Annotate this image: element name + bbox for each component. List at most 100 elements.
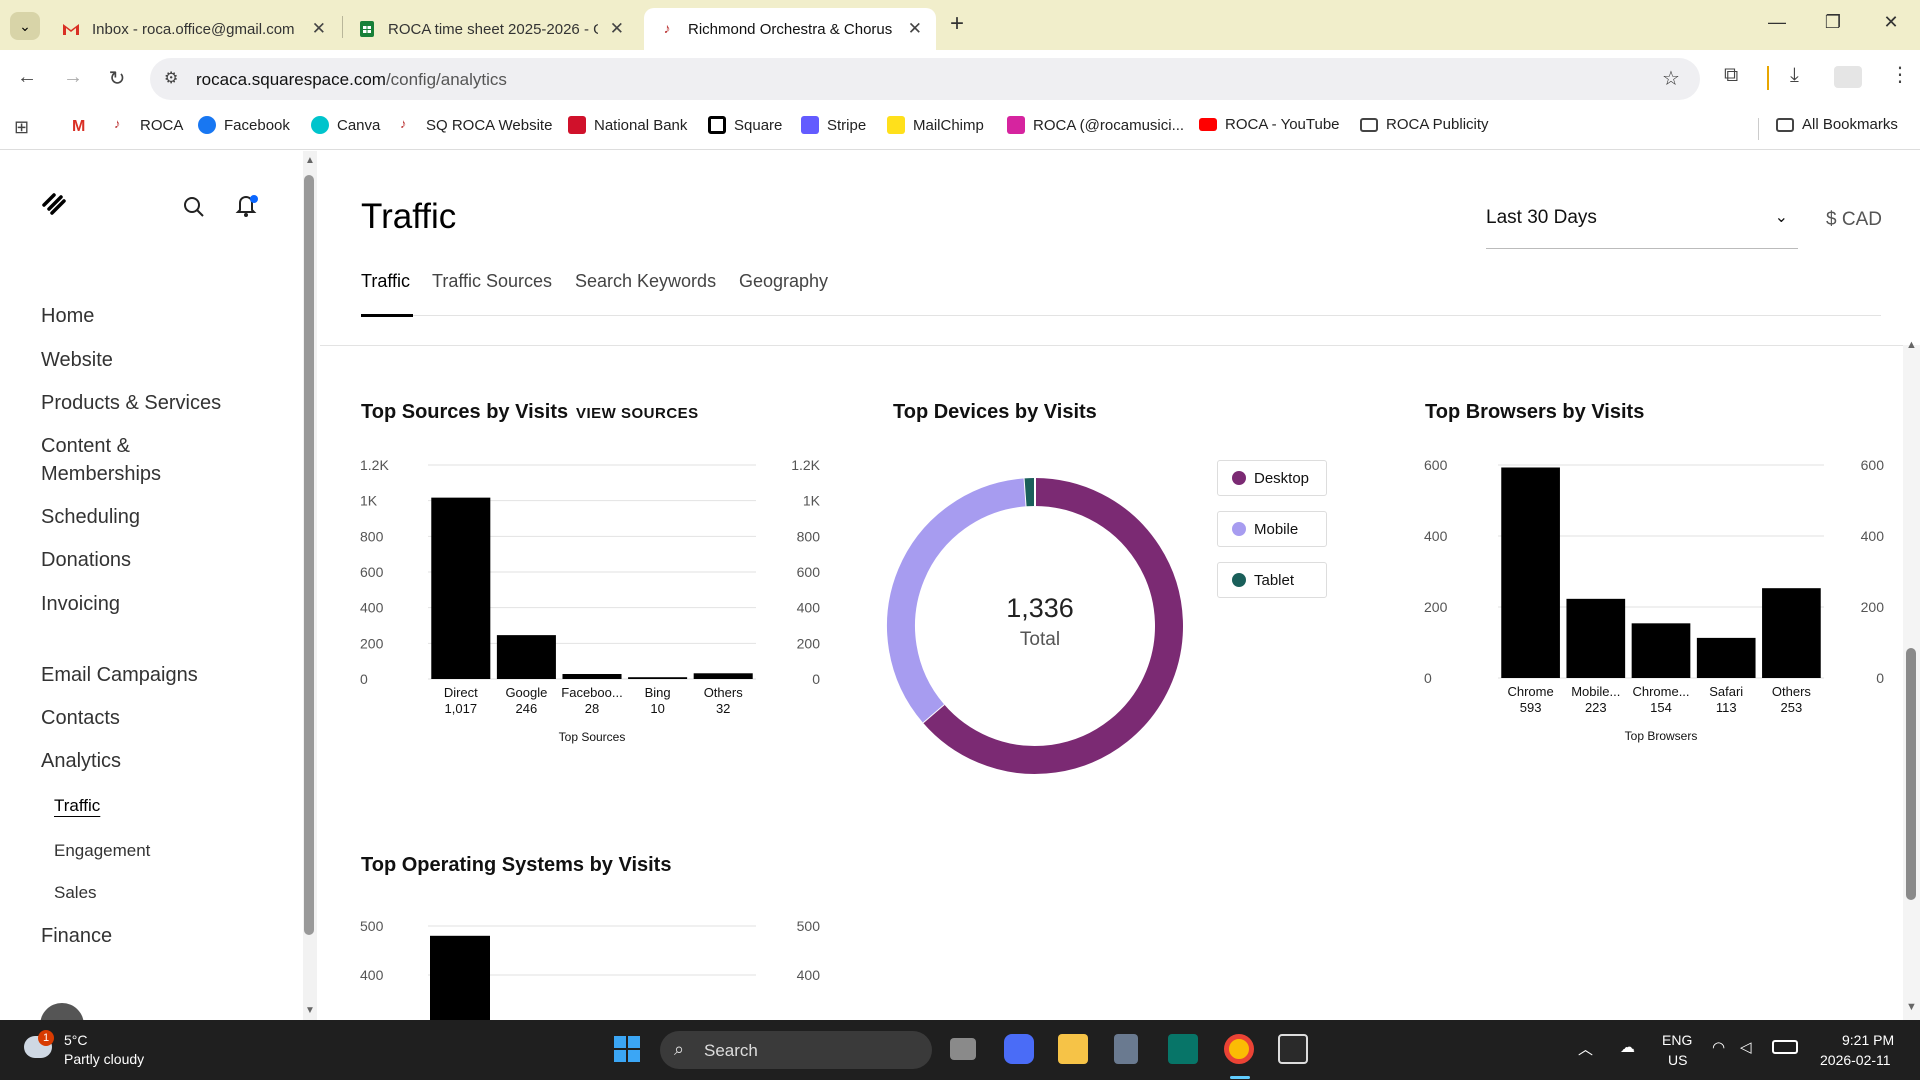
tab-gmail[interactable]: Inbox - roca.office@gmail.com ✕ bbox=[48, 8, 340, 50]
menu-icon[interactable]: ⋮ bbox=[1890, 64, 1910, 86]
sidebar-item-scheduling[interactable]: Scheduling bbox=[41, 506, 140, 528]
bookmark-sq-roca[interactable]: ♪ SQ ROCA Website bbox=[400, 116, 553, 134]
restore-icon[interactable]: ❐ bbox=[1824, 12, 1842, 32]
bookmark-youtube[interactable]: ROCA - YouTube bbox=[1199, 116, 1340, 133]
calculator-icon[interactable] bbox=[1114, 1034, 1138, 1064]
network-status-icon[interactable]: ☁ bbox=[1620, 1039, 1635, 1056]
battery-icon[interactable] bbox=[1772, 1040, 1798, 1054]
view-sources-link[interactable]: VIEW SOURCES bbox=[576, 405, 699, 422]
copilot-icon[interactable] bbox=[1004, 1034, 1034, 1064]
legend-item-desktop[interactable]: Desktop bbox=[1217, 460, 1327, 496]
taskbar-search[interactable]: ⌕ Search bbox=[660, 1031, 932, 1069]
sidebar-item-analytics[interactable]: Analytics bbox=[41, 750, 122, 772]
sidebar-scrollbar-thumb[interactable] bbox=[304, 175, 314, 935]
squarespace-logo-icon[interactable] bbox=[40, 191, 70, 217]
sidebar-item-website[interactable]: Website bbox=[41, 349, 113, 371]
bookmark-canva[interactable]: Canva bbox=[311, 116, 380, 134]
sidebar-item-donations[interactable]: Donations bbox=[41, 549, 132, 571]
search-icon[interactable] bbox=[182, 195, 206, 219]
bookmark-facebook[interactable]: Facebook bbox=[198, 116, 290, 134]
bookmark-stripe[interactable]: Stripe bbox=[801, 116, 866, 134]
chrome-icon[interactable] bbox=[1224, 1034, 1254, 1064]
close-icon[interactable]: ✕ bbox=[609, 19, 624, 38]
bookmark-mailchimp[interactable]: MailChimp bbox=[887, 116, 984, 134]
data-label: 253 bbox=[1781, 700, 1803, 715]
reload-icon[interactable]: ↻ bbox=[108, 68, 126, 90]
y-tick-label: 1.2K bbox=[360, 457, 389, 473]
legend-item-tablet[interactable]: Tablet bbox=[1217, 562, 1327, 598]
sidebar-item-memberships[interactable]: Memberships bbox=[41, 463, 162, 485]
sidebar-subitem-engagement[interactable]: Engagement bbox=[54, 841, 151, 860]
data-label: 223 bbox=[1585, 700, 1607, 715]
task-view-icon[interactable] bbox=[950, 1038, 976, 1060]
new-tab-button[interactable]: + bbox=[950, 10, 965, 37]
bookmarks-bar: ⊞ M ♪ ROCA Facebook Canva ♪ SQ ROCA Websit… bbox=[0, 108, 1920, 150]
tab-search-button[interactable]: ⌄ bbox=[10, 12, 40, 40]
bar bbox=[496, 635, 556, 679]
legend-swatch bbox=[1232, 471, 1246, 485]
sidebar-item-contacts[interactable]: Contacts bbox=[41, 707, 120, 729]
tab-traffic-sources[interactable]: Traffic Sources bbox=[432, 271, 553, 291]
window-close-icon[interactable]: ✕ bbox=[1883, 12, 1899, 32]
back-icon[interactable]: ← bbox=[17, 66, 37, 88]
date-range-select[interactable]: Last 30 Days ⌄ bbox=[1486, 207, 1798, 249]
tab-search-keywords[interactable]: Search Keywords bbox=[575, 271, 717, 291]
bar bbox=[1501, 467, 1560, 678]
close-icon[interactable]: ✕ bbox=[311, 19, 326, 38]
main-scrollbar-thumb[interactable] bbox=[1906, 648, 1916, 900]
bookmark-instagram[interactable]: ROCA (@rocamusici... bbox=[1007, 116, 1184, 134]
file-explorer-icon[interactable] bbox=[1058, 1034, 1088, 1064]
bookmark-national-bank[interactable]: National Bank bbox=[568, 116, 687, 134]
sidebar-subitem-traffic[interactable]: Traffic bbox=[54, 796, 101, 815]
bar bbox=[1762, 588, 1821, 678]
windows-start-icon[interactable] bbox=[612, 1034, 642, 1064]
bookmark-star-icon[interactable]: ☆ bbox=[1662, 68, 1680, 90]
all-bookmarks[interactable]: All Bookmarks bbox=[1776, 116, 1898, 133]
sidebar-item-home[interactable]: Home bbox=[41, 305, 95, 327]
address-bar[interactable]: ⚙ rocaca.squarespace.com/config/analytic… bbox=[150, 58, 1700, 100]
section-title-browsers: Top Browsers by Visits bbox=[1425, 401, 1645, 423]
tab-traffic[interactable]: Traffic bbox=[361, 271, 411, 291]
weather-widget[interactable]: 1 5°C Partly cloudy bbox=[20, 1028, 170, 1072]
publisher-icon[interactable] bbox=[1168, 1034, 1198, 1064]
tab-sheets[interactable]: ROCA time sheet 2025-2026 - G ✕ bbox=[344, 8, 638, 50]
chevron-up-icon[interactable]: ︿ bbox=[1578, 1041, 1594, 1058]
site-info-icon[interactable]: ⚙ bbox=[164, 70, 179, 87]
close-icon[interactable]: ✕ bbox=[907, 19, 922, 38]
y-tick-label: 200 bbox=[1424, 599, 1448, 615]
bookmark-square[interactable]: Square bbox=[708, 116, 782, 134]
legend-label: Tablet bbox=[1254, 571, 1295, 589]
apps-icon[interactable]: ⊞ bbox=[14, 117, 30, 137]
legend-item-mobile[interactable]: Mobile bbox=[1217, 511, 1327, 547]
notification-bell-icon[interactable] bbox=[232, 191, 260, 219]
minimize-icon[interactable]: — bbox=[1768, 12, 1786, 32]
y-tick-label: 600 bbox=[1424, 457, 1448, 473]
legend-label: Desktop bbox=[1254, 469, 1310, 487]
volume-icon[interactable]: ◁ bbox=[1740, 1039, 1752, 1056]
donut-slice-mobile bbox=[887, 478, 1027, 723]
tab-geography[interactable]: Geography bbox=[739, 271, 829, 291]
extensions-icon[interactable]: ⧉ bbox=[1724, 64, 1739, 86]
sidebar-item-finance[interactable]: Finance bbox=[41, 925, 113, 947]
bookmark-roca[interactable]: ♪ ROCA bbox=[114, 116, 184, 134]
forward-icon[interactable]: → bbox=[63, 66, 83, 88]
x-tick-label: Safari bbox=[1709, 684, 1743, 699]
sidebar-subitem-sales[interactable]: Sales bbox=[54, 883, 97, 902]
download-icon[interactable]: ⤓ bbox=[1790, 64, 1799, 86]
youtube-icon bbox=[1199, 118, 1217, 131]
gmail-bookmark-icon[interactable]: M bbox=[72, 118, 86, 135]
app-icon[interactable] bbox=[1278, 1034, 1308, 1064]
sidebar-item-content[interactable]: Content & bbox=[41, 435, 130, 457]
bar bbox=[431, 497, 491, 679]
tab-roca-active[interactable]: ♪ Richmond Orchestra & Chorus ✕ bbox=[644, 8, 936, 50]
sidebar-item-invoicing[interactable]: Invoicing bbox=[41, 593, 120, 615]
wifi-icon[interactable]: ◠ bbox=[1712, 1039, 1726, 1056]
national-bank-icon bbox=[568, 116, 586, 134]
sidebar-item-email-campaigns[interactable]: Email Campaigns bbox=[41, 664, 198, 686]
sidebar-item-products[interactable]: Products & Services bbox=[41, 392, 222, 414]
profile-icon[interactable] bbox=[1834, 66, 1862, 88]
bar bbox=[1566, 598, 1626, 678]
data-label: 113 bbox=[1716, 700, 1737, 715]
bookmark-roca-publicity[interactable]: ROCA Publicity bbox=[1360, 116, 1489, 133]
main-content: Traffic Traffic Traffic Sources Search K… bbox=[320, 151, 1920, 1020]
